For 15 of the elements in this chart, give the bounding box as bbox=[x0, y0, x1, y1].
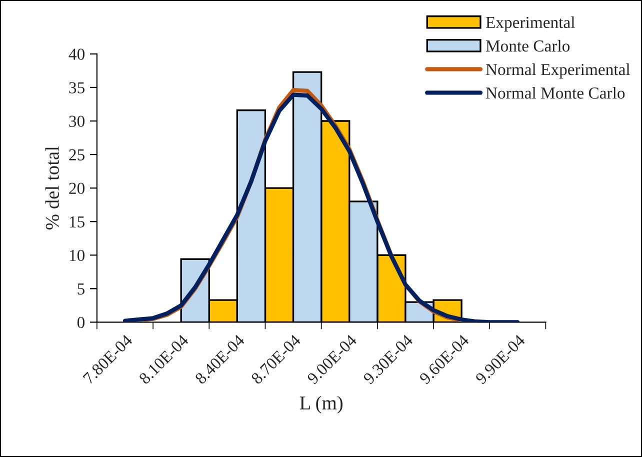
y-tick-label: 0 bbox=[77, 316, 84, 328]
legend-label: Monte Carlo bbox=[486, 40, 570, 52]
y-tick-label: 10 bbox=[70, 250, 84, 262]
y-axis-title: % del total bbox=[45, 146, 60, 230]
y-tick-label: 30 bbox=[69, 116, 84, 127]
legend-label: Normal Monte Carlo bbox=[486, 86, 625, 99]
legend-label: Normal Experimental bbox=[486, 63, 630, 79]
legend-label: Experimental bbox=[486, 16, 575, 32]
y-tick-label: 15 bbox=[70, 216, 84, 228]
y-tick-label: 40 bbox=[68, 48, 84, 60]
x-axis-title: L (m) bbox=[300, 396, 343, 414]
y-tick-label: 25 bbox=[69, 149, 84, 160]
y-tick-label: 35 bbox=[69, 82, 84, 94]
y-tick-label: 5 bbox=[78, 284, 84, 295]
y-tick-label: 20 bbox=[69, 182, 84, 194]
